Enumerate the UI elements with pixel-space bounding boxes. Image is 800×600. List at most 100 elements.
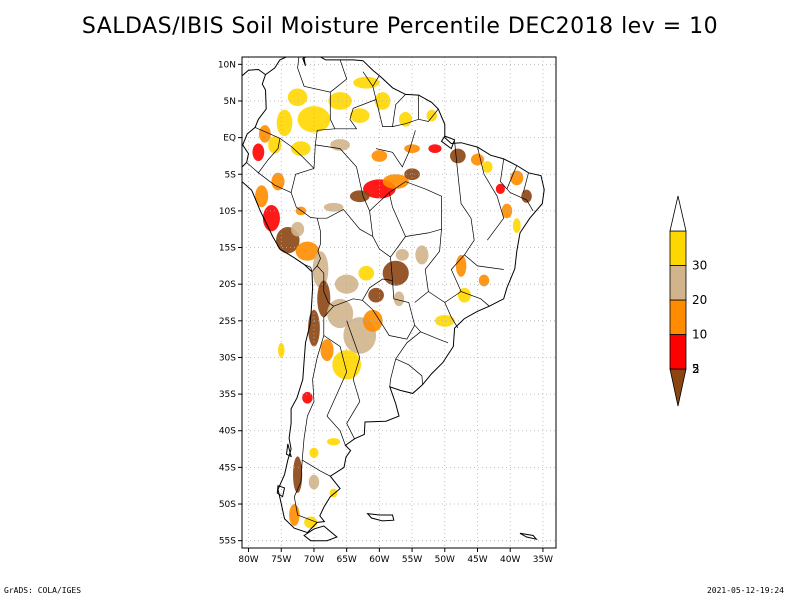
moisture-patch xyxy=(382,260,409,286)
border-line xyxy=(392,280,416,326)
moisture-patch xyxy=(470,153,485,166)
border-line xyxy=(362,71,374,87)
y-tick-label: 20S xyxy=(219,280,236,290)
legend-swatch xyxy=(669,230,687,266)
moisture-patch xyxy=(291,141,311,156)
color-legend: 25 10 20 30 xyxy=(669,195,707,407)
moisture-patch xyxy=(512,218,521,233)
moisture-patch xyxy=(308,309,320,347)
border-line xyxy=(420,331,449,344)
border-line xyxy=(258,172,292,193)
y-tick-label: EQ xyxy=(223,134,236,144)
moisture-patch xyxy=(404,168,420,181)
legend-label: 10 xyxy=(692,328,707,342)
legend-label: 20 xyxy=(692,293,707,307)
country-borders xyxy=(246,57,534,523)
moisture-patch xyxy=(255,185,269,208)
island-outline xyxy=(440,135,456,150)
x-tick-label: 65W xyxy=(336,555,356,565)
border-line xyxy=(246,138,281,174)
moisture-patch xyxy=(297,106,331,133)
border-line xyxy=(392,95,419,127)
y-tick-label: 35S xyxy=(219,390,236,400)
x-tick-label: 55W xyxy=(402,555,422,565)
border-line xyxy=(450,254,504,292)
legend-label: 5 xyxy=(692,362,700,376)
moisture-patch xyxy=(478,274,490,287)
x-tick-label: 45W xyxy=(467,555,487,565)
border-line xyxy=(376,130,416,168)
legend-swatch xyxy=(669,265,687,301)
moisture-patch xyxy=(268,136,282,154)
border-line xyxy=(326,415,346,446)
map-title: SALDAS/IBIS Soil Moisture Percentile DEC… xyxy=(81,14,719,39)
moisture-patch xyxy=(328,92,352,110)
moisture-patch xyxy=(353,76,380,89)
x-tick-label: 50W xyxy=(435,555,455,565)
soil-moisture-patches xyxy=(252,76,532,529)
y-tick-label: 50S xyxy=(219,500,236,510)
moisture-patch xyxy=(495,183,505,195)
continent-coastline xyxy=(242,57,545,534)
legend-swatch-highest xyxy=(669,195,687,232)
border-line xyxy=(330,59,348,93)
grads-credit: GrADS: COLA/IGES xyxy=(4,586,82,595)
gridlines xyxy=(242,57,556,548)
axis-ticks: 80W 75W 70W 65W 60W 55W 50W 45W 40W 35W 10N 5N EQ 5S 1… xyxy=(218,60,553,565)
border-line xyxy=(302,459,331,477)
moisture-patch xyxy=(295,241,320,261)
border-line xyxy=(390,228,442,303)
border-line xyxy=(315,144,374,237)
moisture-patch xyxy=(382,174,409,189)
border-line xyxy=(395,358,423,385)
border-line xyxy=(454,141,475,256)
y-tick-label: 5S xyxy=(225,170,237,180)
moisture-patch xyxy=(482,161,493,173)
moisture-patch xyxy=(308,474,320,490)
legend-swatch-lowest xyxy=(669,368,687,407)
border-line xyxy=(290,168,318,219)
moisture-patch xyxy=(415,245,429,265)
moisture-patch xyxy=(457,287,471,303)
moisture-patch xyxy=(259,125,271,143)
y-tick-label: 55S xyxy=(219,537,236,547)
x-tick-label: 75W xyxy=(271,555,291,565)
border-line xyxy=(323,335,348,417)
moisture-patch xyxy=(371,150,388,162)
moisture-patch xyxy=(349,108,370,123)
moisture-patch xyxy=(309,447,319,458)
moisture-patch xyxy=(320,339,334,362)
moisture-patch xyxy=(277,342,285,358)
border-line xyxy=(506,165,518,190)
y-tick-label: 30S xyxy=(219,353,236,363)
moisture-patch xyxy=(323,202,344,212)
moisture-patch xyxy=(455,254,467,277)
moisture-patch xyxy=(287,88,308,107)
moisture-patch xyxy=(271,172,285,191)
border-line xyxy=(313,128,335,169)
legend-swatch xyxy=(669,334,687,370)
island-outline xyxy=(366,512,395,522)
moisture-patch xyxy=(426,109,437,122)
border-line xyxy=(317,208,393,281)
moisture-patch xyxy=(395,249,409,261)
border-line xyxy=(254,127,315,169)
border-line xyxy=(418,108,439,122)
moisture-patch xyxy=(428,144,442,154)
moisture-patch xyxy=(252,143,265,162)
central-america-coastline xyxy=(242,68,266,77)
border-line xyxy=(303,264,313,272)
legend-label: 2 xyxy=(692,362,700,376)
border-line xyxy=(389,358,397,387)
moisture-patch xyxy=(317,280,331,318)
y-tick-label: 25S xyxy=(219,317,236,327)
border-line xyxy=(395,324,422,360)
moisture-patch xyxy=(262,205,280,232)
moisture-patch xyxy=(510,170,524,186)
y-tick-label: 45S xyxy=(219,463,236,473)
y-tick-label: 15S xyxy=(219,244,236,254)
island-outline xyxy=(303,525,338,542)
moisture-patch xyxy=(450,148,466,164)
border-line xyxy=(522,172,529,193)
